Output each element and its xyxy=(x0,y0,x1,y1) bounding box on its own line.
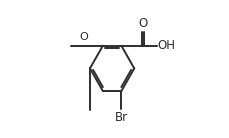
Text: O: O xyxy=(79,32,88,42)
Text: O: O xyxy=(138,17,147,30)
Text: OH: OH xyxy=(157,39,174,52)
Text: Br: Br xyxy=(114,111,127,124)
